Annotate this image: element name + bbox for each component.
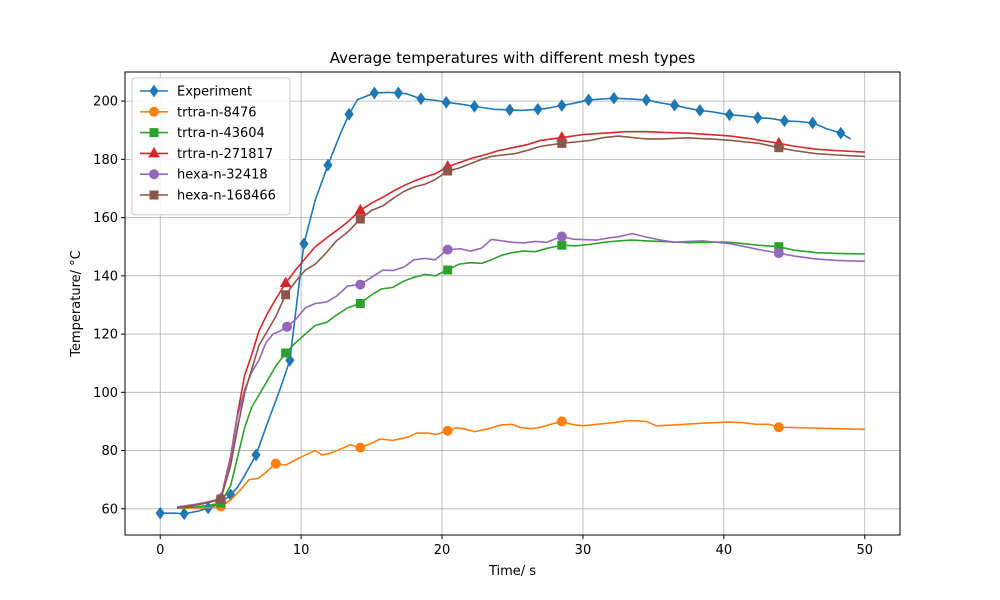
legend-marker (149, 169, 159, 180)
legend-entry: trtra-n-8476 (140, 105, 257, 120)
data-point (442, 244, 453, 255)
chart-title: Average temperatures with different mesh… (330, 49, 696, 67)
series-lines (155, 86, 865, 521)
x-tick-label: 0 (156, 543, 164, 558)
legend-marker (149, 84, 159, 98)
legend: Experiment trtra-n-8476 trtra-n-43604 trtra… (131, 77, 291, 216)
data-point (369, 86, 380, 100)
data-point (354, 203, 367, 215)
data-point (774, 143, 784, 153)
data-point (285, 353, 295, 367)
series-line (177, 135, 865, 509)
data-point (281, 348, 291, 358)
data-point (282, 321, 293, 332)
data-point (443, 265, 453, 275)
series-trtra-n-8476 (177, 416, 865, 512)
data-point (505, 103, 515, 117)
y-tick-label: 140 (93, 269, 118, 284)
data-point (355, 442, 366, 453)
legend-label: trtra-n-8476 (177, 105, 257, 120)
y-axis-label: Temperature/ °C (69, 250, 84, 357)
data-point (557, 99, 567, 112)
data-point (556, 416, 567, 427)
legend-marker (148, 146, 160, 158)
data-point (355, 214, 365, 224)
data-point (469, 100, 480, 113)
data-point (442, 425, 453, 436)
y-tick-label: 60 (101, 502, 118, 517)
x-tick-label: 10 (293, 543, 310, 558)
legend-label: hexa-n-32418 (177, 168, 268, 183)
data-point (155, 506, 165, 520)
data-point (609, 91, 619, 105)
data-point (557, 138, 567, 148)
y-tick-label: 100 (93, 386, 118, 401)
data-point (355, 279, 366, 290)
legend-marker (149, 190, 159, 200)
legend-box (131, 77, 291, 216)
legend-entry: trtra-n-271817 (140, 146, 273, 162)
data-point (533, 102, 543, 116)
data-point (557, 240, 567, 250)
data-point (753, 111, 763, 125)
data-point (808, 116, 818, 130)
legend-entry: trtra-n-43604 (140, 126, 265, 141)
data-point (556, 231, 567, 242)
plot-frame (124, 71, 901, 536)
legend-label: hexa-n-168466 (177, 189, 276, 204)
data-point (344, 107, 354, 121)
data-point (355, 299, 365, 308)
data-point (279, 276, 292, 288)
grid (125, 72, 900, 535)
x-tick-label: 20 (434, 543, 451, 558)
y-tick-label: 160 (93, 211, 118, 226)
data-point (443, 166, 453, 176)
data-point (323, 158, 333, 172)
x-tick-label: 50 (856, 543, 873, 558)
legend-entry: hexa-n-168466 (140, 189, 276, 204)
series-line (177, 232, 865, 508)
series-line (177, 130, 865, 508)
y-tick-label: 120 (93, 328, 118, 343)
data-point (251, 448, 261, 462)
data-point (299, 237, 309, 251)
data-point (216, 494, 226, 504)
x-tick-label: 40 (716, 543, 733, 558)
series-line (177, 239, 865, 509)
data-point (724, 108, 735, 122)
data-point (779, 114, 790, 128)
x-axis-label: Time/ s (488, 564, 536, 579)
data-point (695, 104, 705, 117)
legend-marker (149, 106, 159, 117)
legend-entry: hexa-n-32418 (140, 168, 268, 183)
y-tick-label: 200 (93, 95, 118, 110)
data-point (281, 290, 291, 300)
data-point (179, 507, 189, 521)
data-point (393, 86, 403, 100)
legend-entry: Experiment (140, 85, 252, 100)
legend-label: Experiment (177, 85, 252, 100)
data-point (773, 422, 784, 433)
ticks: 0 10 20 30 40 50 60 80 100 120 140 160 180 200 (93, 95, 873, 558)
data-point (270, 458, 281, 469)
data-point (669, 98, 680, 112)
legend-label: trtra-n-43604 (177, 126, 265, 141)
series-hexa-n-168466 (177, 135, 865, 509)
legend-label: trtra-n-271817 (177, 147, 273, 162)
data-point (641, 93, 651, 107)
data-point (583, 93, 594, 107)
y-tick-label: 80 (101, 444, 118, 459)
legend-marker (149, 128, 159, 138)
x-tick-label: 30 (575, 543, 592, 558)
data-point (836, 126, 846, 140)
data-point (773, 248, 784, 259)
data-point (416, 92, 426, 106)
y-tick-label: 180 (93, 153, 118, 168)
data-point (441, 95, 451, 109)
